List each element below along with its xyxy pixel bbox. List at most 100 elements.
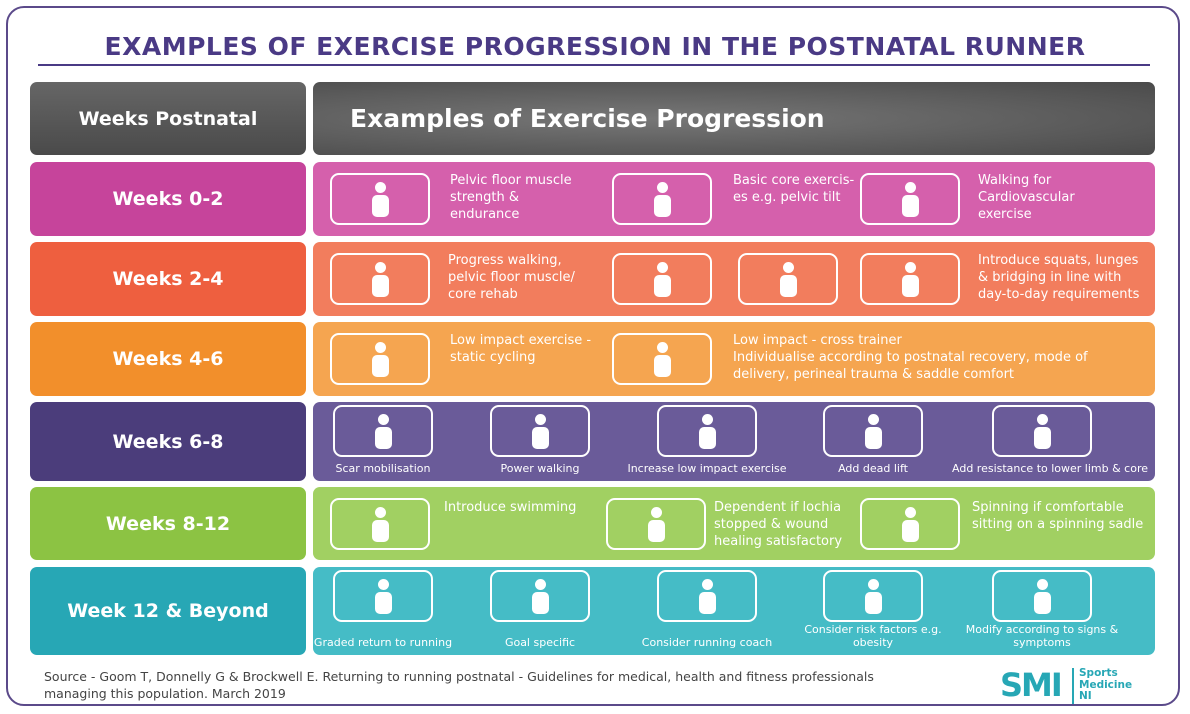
item-line: & bridging in line with	[978, 270, 1122, 285]
item-line: Cardiovascular	[978, 190, 1075, 205]
icon	[823, 405, 923, 457]
icon-glyph-head	[868, 579, 879, 590]
header-examples-text: Examples of Exercise Progression	[350, 104, 825, 133]
item-text: Progress walking, pelvic floor muscle/cor…	[448, 252, 575, 303]
icon-glyph-head	[1037, 579, 1048, 590]
row-label-text: Weeks 2-4	[112, 268, 224, 290]
item-line: stopped & wound	[714, 517, 829, 532]
item-line: delivery, perineal trauma & saddle comfo…	[733, 367, 1015, 382]
row-panel: Progress walking, pelvic floor muscle/cor…	[313, 242, 1155, 316]
caption-line: Power walking	[500, 462, 580, 475]
icon-glyph-body	[654, 275, 671, 297]
source-line: Source - Goom T, Donnelly G & Brockwell …	[44, 669, 874, 684]
logo-text: Sports Medicine NI	[1079, 667, 1132, 703]
icon	[860, 173, 960, 225]
icon-glyph-body	[1034, 427, 1051, 449]
icon-glyph-head	[375, 262, 386, 273]
item-caption: Graded return to running	[293, 636, 473, 649]
icon-glyph-head	[375, 182, 386, 193]
row-panel: Scar mobilisation Power walking Increase l…	[313, 402, 1155, 481]
icon-glyph-head	[905, 262, 916, 273]
row-label: Weeks 6-8	[30, 402, 306, 481]
icon-glyph-head	[375, 506, 386, 518]
icon-glyph-head	[905, 182, 916, 193]
source-line: managing this population. March 2019	[44, 686, 286, 701]
item-caption: Goal specific	[450, 636, 630, 649]
icon-glyph-body	[372, 275, 389, 297]
logo: SMI Sports Medicine NI	[1000, 666, 1140, 704]
item-text: Dependent if lochia stopped & wound healin…	[714, 499, 842, 550]
logo-divider	[1072, 668, 1074, 704]
title-rule	[38, 64, 1150, 66]
item-line: healing satisfactory	[714, 534, 843, 549]
icon-glyph-head	[535, 414, 546, 425]
caption-line: Modify according to signs &	[965, 623, 1119, 636]
icon-glyph-body	[699, 592, 716, 614]
icon-glyph-body	[372, 519, 389, 542]
icon	[330, 497, 430, 550]
icon-glyph-body	[372, 355, 389, 377]
caption-line: symptoms	[1013, 636, 1071, 649]
caption-line: obesity	[852, 636, 894, 649]
item-line: Spinning if comfortable	[972, 500, 1124, 515]
icon	[330, 173, 430, 225]
icon-glyph-head	[657, 182, 668, 193]
row-label-text: Weeks 4-6	[112, 348, 224, 370]
icon	[606, 497, 706, 550]
icon-glyph-body	[699, 427, 716, 449]
icon-glyph-body	[902, 195, 919, 217]
icon	[333, 405, 433, 457]
icon-glyph-body	[865, 427, 882, 449]
icon	[490, 570, 590, 622]
icon-glyph-head	[378, 579, 389, 590]
caption-line: Add resistance to lower limb & core	[952, 462, 1149, 475]
icon-glyph-body	[902, 275, 919, 297]
row-label-text: Week 12 & Beyond	[67, 600, 269, 622]
item-caption: Scar mobilisation	[293, 462, 473, 475]
row-panel: Graded return to running Goal specific Con…	[313, 567, 1155, 655]
item-text: Basic core exercis-es e.g. pelvic tilt	[733, 172, 854, 206]
item-line: Basic core exercis-	[733, 173, 855, 188]
icon-glyph-body	[372, 195, 389, 217]
icon	[333, 570, 433, 622]
icon	[490, 405, 590, 457]
item-line: Dependent if lochia	[714, 500, 842, 515]
source: Source - Goom T, Donnelly G & Brockwell …	[44, 668, 874, 702]
icon-glyph-head	[702, 414, 713, 425]
icon	[860, 253, 960, 305]
row-panel: Introduce swimming Dependent if lochia sto…	[313, 487, 1155, 560]
icon-glyph-head	[657, 342, 668, 353]
icon-glyph-body	[532, 592, 549, 614]
icon-glyph-head	[905, 506, 916, 518]
icon-glyph-head	[375, 342, 386, 353]
icon	[657, 570, 757, 622]
icon	[612, 173, 712, 225]
row-label: Weeks 4-6	[30, 322, 306, 396]
icon-glyph-body	[532, 427, 549, 449]
icon	[738, 253, 838, 305]
icon	[612, 333, 712, 385]
icon-glyph-body	[780, 275, 797, 297]
icon-glyph-head	[868, 414, 879, 425]
item-line: Low impact - cross trainer	[733, 333, 902, 348]
title: EXAMPLES OF EXERCISE PROGRESSION IN THE …	[104, 32, 1086, 61]
logo-line: Sports	[1079, 667, 1118, 679]
item-line: pelvic floor muscle/	[448, 270, 575, 285]
item-text: Pelvic floor muscle strength & endurance	[450, 172, 572, 223]
icon-glyph-body	[902, 519, 919, 542]
item-caption: Add resistance to lower limb & core	[952, 462, 1149, 475]
caption-line: Scar mobilisation	[335, 462, 431, 475]
item-line: exercise	[978, 207, 1032, 222]
row-label: Weeks 2-4	[30, 242, 306, 316]
header-examples: Examples of Exercise Progression	[313, 82, 1155, 155]
item-line: endurance	[450, 207, 520, 222]
item-line: strength &	[450, 190, 520, 205]
item-caption: Add dead lift	[783, 462, 963, 475]
item-text: Low impact exercise - static cycling	[450, 332, 591, 366]
item-text: Introduce swimming	[444, 499, 576, 516]
item-caption: Consider running coach	[617, 636, 797, 649]
icon-glyph-head	[535, 579, 546, 590]
caption-line: Graded return to running	[313, 636, 453, 649]
icon-glyph-head	[1037, 414, 1048, 425]
